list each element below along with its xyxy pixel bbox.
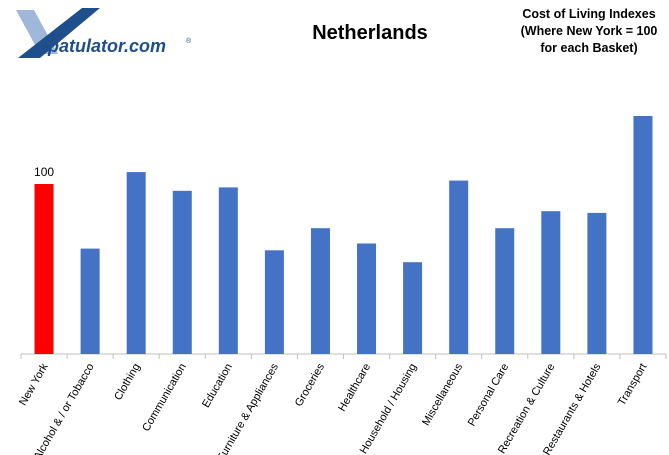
- x-tick-label: Miscellaneous: [420, 361, 465, 428]
- bar-personal-care: [495, 228, 515, 354]
- xpatulator-logo: patulator.com ®: [16, 8, 192, 58]
- x-tick-label: Personal Care: [466, 362, 512, 429]
- x-tick-label: Groceries: [293, 361, 327, 409]
- bar-recreation-culture: [541, 211, 561, 354]
- bar-miscellaneous: [449, 180, 469, 354]
- subtitle-line: (Where New York = 100: [520, 24, 658, 38]
- x-tick-label: Clothing: [112, 362, 143, 403]
- x-tick-label: New York: [17, 361, 51, 408]
- chart-subtitle: Cost of Living Indexes (Where New York =…: [512, 6, 666, 57]
- bar-clothing: [126, 172, 146, 354]
- bar-communication: [172, 190, 192, 354]
- bar-groceries: [310, 228, 330, 354]
- x-tick-label: Education: [200, 362, 235, 410]
- x-tick-label: Healthcare: [336, 362, 373, 414]
- bar-transport: [633, 116, 653, 354]
- bar-furniture-appliances: [264, 250, 284, 354]
- bar-new-york: [34, 184, 54, 354]
- bar-household-housing: [403, 262, 423, 354]
- x-tick-label: Communication: [140, 362, 189, 434]
- bar-education: [218, 187, 238, 354]
- bar-alcohol-or-tobacco: [80, 248, 100, 354]
- logo-x-dark-stroke: [18, 8, 100, 58]
- chart-title: Netherlands: [312, 22, 428, 44]
- x-tick-label: Transport: [616, 362, 650, 408]
- bar-healthcare: [357, 243, 377, 354]
- logo-registered-mark: ®: [186, 37, 192, 45]
- bar-restaurants-hotels: [587, 212, 607, 354]
- subtitle-line: for each Basket): [540, 41, 638, 55]
- subtitle-line: Cost of Living Indexes: [522, 7, 656, 21]
- data-label: 100: [34, 165, 54, 179]
- logo-brand-text: patulator.com: [47, 36, 166, 56]
